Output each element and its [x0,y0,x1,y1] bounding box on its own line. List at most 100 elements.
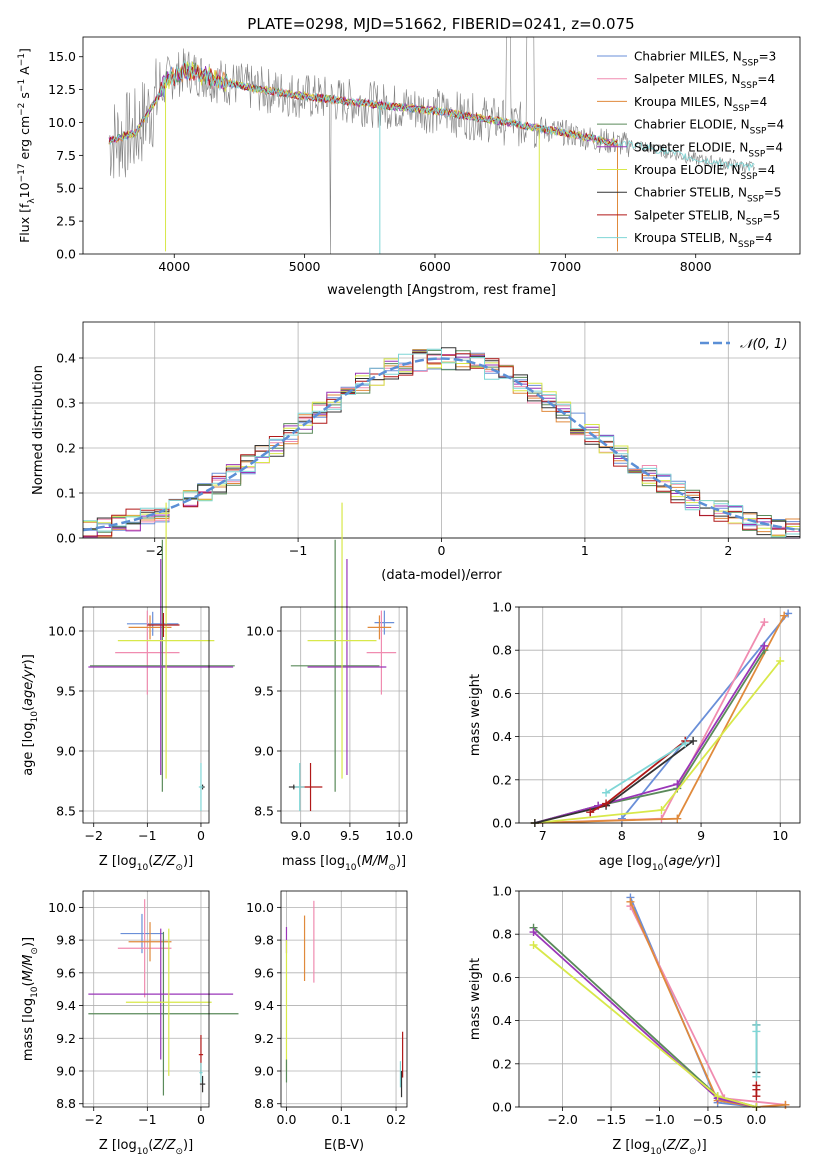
weight-marker [626,897,635,906]
weight-series-line [621,612,789,820]
y-axis-label: mass weight [468,674,483,756]
weight-series-line [629,901,786,1108]
y-tick-label: 0.0 [56,247,76,262]
x-tick-label: 0.0 [277,1112,297,1127]
y-tick-label: 2.5 [56,214,76,229]
y-axis-label: Flux [fλ10−17 erg cm−2 s−1 A−1] [17,48,37,243]
y-tick-label: 10.0 [48,115,76,130]
x-axis-label: Z [log10(Z/Z⊙)] [99,854,193,873]
residuals-panel: −2 −1 0 1 2 0.0 0.1 0.2 0.3 0.4 (data-model)/error… [31,321,801,583]
y-tick-label: 9.6 [254,965,274,980]
y-tick-label: 1.0 [492,600,512,615]
x-tick-label: −2 [85,1112,103,1127]
x-tick-label: 0.0 [746,1112,766,1127]
x-tick-label: 8 [618,828,626,843]
weight-marker [689,736,698,745]
legend-label: Chabrier MILES, NSSP=3 [634,50,776,69]
x-tick-label: −1 [138,1112,156,1127]
weight-marker [760,618,769,627]
age_Z-panel: −2 −1 0 8.5 9.0 9.5 10.0 Z [log10(Z/Z⊙)] age [lo… [21,502,235,873]
legend-label: Kroupa MILES, NSSP=4 [634,95,767,114]
weight-marker [752,1081,761,1090]
x-tick-label: 0 [197,828,205,843]
weight-marker [529,941,538,949]
y-tick-label: 9.0 [254,744,274,759]
x-tick-label: 8000 [680,259,712,274]
legend-label: Kroupa STELIB, NSSP=4 [634,231,772,250]
x-tick-label: 0.1 [331,1112,351,1127]
normal-curve [82,357,801,532]
axes-frame [82,606,210,824]
weight-series-line [605,742,686,794]
axes-frame [280,606,408,824]
x-tick-label: 6000 [419,259,451,274]
y-tick-label: 8.5 [56,804,76,819]
weight-marker [657,806,666,815]
x-tick-label: 0 [197,1112,205,1127]
x-tick-label: 1 [581,543,589,558]
y-tick-label: 0.0 [56,531,76,546]
x-tick-label: 10.0 [385,828,413,843]
x-axis-label: Z [log10(Z/Z⊙)] [99,1138,193,1157]
y-tick-label: 10.0 [48,900,76,915]
x-tick-label: 4000 [158,259,190,274]
weight-series-line [532,944,757,1108]
x-tick-label: −2 [85,828,103,843]
y-tick-label: 9.8 [56,933,76,948]
x-axis-label: (data-model)/error [381,568,502,583]
x-tick-label: −1 [138,828,156,843]
y-tick-label: 0.2 [492,1056,512,1071]
y-tick-label: 0.0 [492,816,512,831]
y-tick-label: 10.0 [48,624,76,639]
y-tick-label: 1.0 [492,884,512,899]
y-tick-label: 8.8 [56,1096,76,1111]
axes-frame [82,890,210,1108]
x-tick-label: 10 [772,828,788,843]
y-tick-label: 10.0 [246,624,274,639]
axes-frame [82,36,801,255]
weight-marker [602,799,611,808]
y-tick-label: 9.6 [56,965,76,980]
y-tick-label: 8.5 [254,804,274,819]
x-tick-label: 9.0 [291,828,311,843]
axes-frame [518,606,801,824]
x-tick-label: −2 [145,543,163,558]
weight-marker [776,657,785,665]
legend-label: 𝒩(0, 1) [740,337,787,352]
y-tick-label: 0.8 [492,927,512,942]
residual-histogram [83,348,800,538]
legend-label: Salpeter ELODIE, NSSP=4 [634,140,783,159]
legend-label: Salpeter MILES, NSSP=4 [634,72,775,91]
weight-marker [617,814,626,823]
weight-marker [752,1072,761,1081]
y-tick-label: 0.1 [56,486,76,501]
y-tick-label: 9.8 [254,933,274,948]
x-axis-label: mass [log10(M/M⊙)] [282,854,406,873]
y-tick-label: 9.5 [254,684,274,699]
legend-label: Salpeter STELIB, NSSP=5 [634,208,780,227]
x-tick-label: −1.5 [596,1112,626,1127]
x-tick-label: −0.5 [693,1112,723,1127]
y-tick-label: 0.3 [56,396,76,411]
x-tick-label: 7 [539,828,547,843]
weight-marker [586,808,595,817]
y-tick-label: 0.2 [492,772,512,787]
legend-label: Chabrier STELIB, NSSP=5 [634,186,782,205]
legend-label: Chabrier ELODIE, NSSP=4 [634,118,784,137]
y-tick-label: 9.4 [254,998,274,1013]
y-axis-label: age [log10(age/yr)] [21,654,40,776]
x-tick-label: 0.2 [386,1112,406,1127]
y-tick-label: 12.5 [48,82,76,97]
y-tick-label: 0.4 [492,1013,512,1028]
y-tick-label: 9.0 [56,744,76,759]
y-tick-label: 7.5 [56,148,76,163]
y-axis-label: Normed distribution [31,365,46,495]
y-tick-label: 15.0 [48,49,76,64]
age_mass-panel: 9.0 9.5 10.0 8.5 9.0 9.5 10.0 mass [log10(M/M⊙)… [246,502,413,873]
weight-marker [529,928,538,937]
spectrum-panel: 4000 5000 6000 7000 8000 0.0 2.5 5.0 7.5 10.0 12.5… [17,36,801,298]
y-tick-label: 0.8 [492,643,512,658]
weight-marker [602,788,611,797]
y-tick-label: 9.5 [56,684,76,699]
